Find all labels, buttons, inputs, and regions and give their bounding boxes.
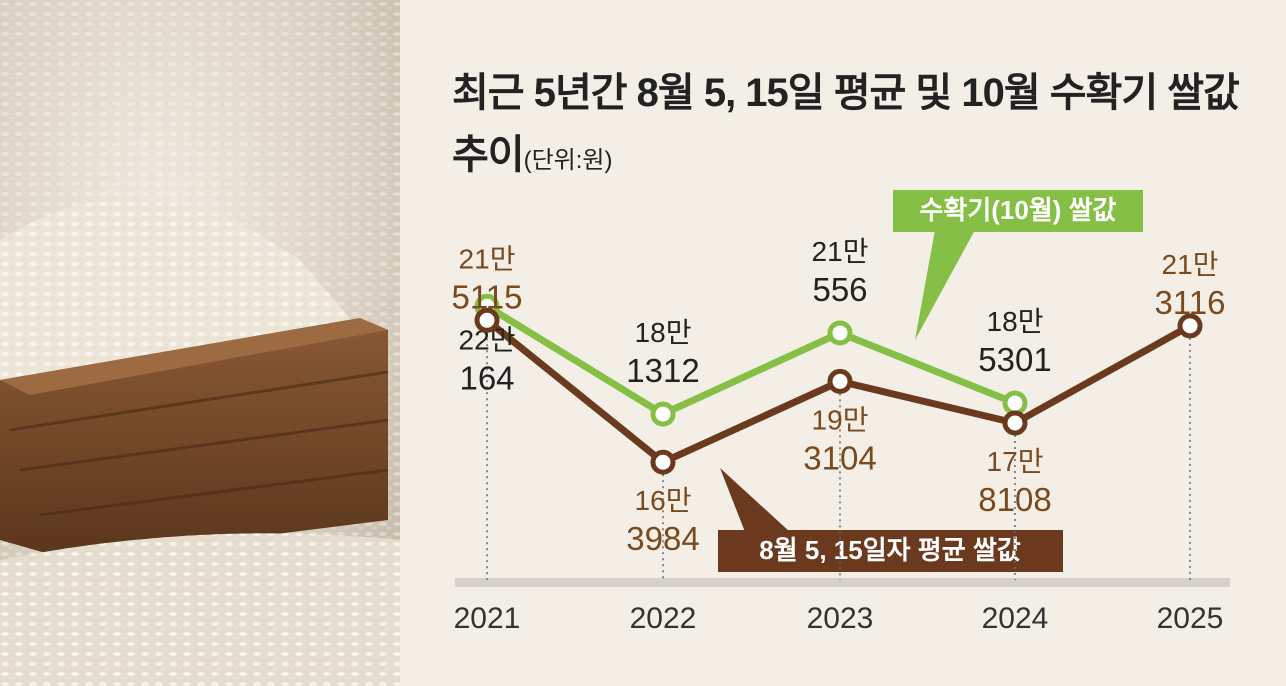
value-label-line: 21만 [1162,249,1219,280]
x-tick-label: 2021 [454,602,521,635]
value-label: 21만 5115 [452,244,523,315]
point [650,401,676,427]
value-label: 18만 5301 [978,306,1051,377]
value-label-line: 16만 [635,486,692,517]
baseline [455,578,1230,587]
value-label: 21만 3116 [1155,249,1226,320]
point [650,449,676,475]
point [1177,313,1203,339]
chart-title: 최근 5년간 8월 5, 15일 평균 및 10월 수확기 쌀값 추이(단위:원… [452,62,1242,192]
title-text: 최근 5년간 8월 5, 15일 평균 및 10월 수확기 쌀값 추이 [452,71,1240,177]
series-line [485,303,1017,418]
value-label: 19만 3104 [803,405,876,476]
legend-green: 수확기(10월) 쌀값 [893,190,1143,340]
value-label: 22만 164 [459,325,516,396]
value-label: 18만 1312 [626,317,699,388]
point [1002,410,1028,436]
unit: (단위:원) [523,147,613,174]
value-label-line: 18만 [987,306,1044,337]
value-label: 17만 8108 [978,446,1051,517]
point [827,368,853,394]
point [827,320,853,346]
value-label-line: 8108 [978,481,1051,518]
value-label-line: 1312 [626,352,699,389]
x-tick-label: 2023 [807,602,874,635]
value-label-line: 3104 [803,439,876,476]
value-label-line: 17만 [987,446,1044,477]
legend-label: 수확기(10월) 쌀값 [920,195,1117,225]
value-label-line: 5115 [452,278,523,315]
legend-brown: 8월 5, 15일자 평균 쌀값 [718,468,1063,572]
value-label-line: 18만 [635,317,692,348]
value-label-line: 21만 [459,244,516,275]
value-label-line: 556 [812,271,867,308]
value-label-line: 19만 [812,405,869,436]
value-label-line: 164 [459,359,514,396]
value-label-line: 5301 [978,341,1051,378]
x-tick-label: 2022 [630,602,697,635]
value-label: 16만 3984 [626,486,699,557]
x-tick-label: 2025 [1157,602,1224,635]
point [474,307,500,333]
photo [0,0,400,686]
value-label-line: 3984 [626,520,699,557]
point [1002,390,1028,416]
value-label-line: 3116 [1155,284,1226,321]
legend-label: 8월 5, 15일자 평균 쌀값 [759,535,1020,565]
x-tick-label: 2024 [982,602,1049,635]
value-label-line: 21만 [812,236,869,267]
value-label: 21만 556 [812,236,869,307]
